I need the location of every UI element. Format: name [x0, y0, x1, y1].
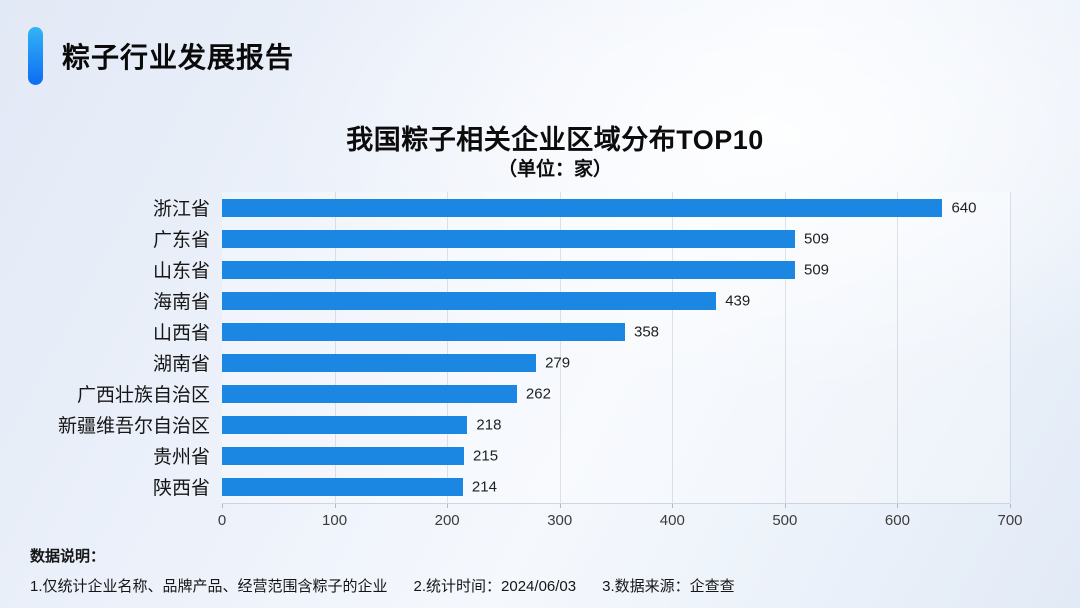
note-item: 1.仅统计企业名称、品牌产品、经营范围含粽子的企业 [30, 578, 388, 595]
category-label: 湖南省 [152, 354, 210, 375]
bar-track: 218 [222, 415, 1010, 434]
value-label: 358 [634, 323, 660, 340]
chart-row: 广东省 509 [30, 223, 1010, 254]
tick-mark [1010, 504, 1011, 508]
bar-track: 509 [222, 260, 1010, 279]
note-item: 2.统计时间：2024/06/03 [413, 578, 577, 595]
tick-mark [222, 504, 223, 508]
bar: 509 [222, 229, 829, 248]
bar-chart: 浙江省 640 广东省 509 山东省 509 海南省 439 山西省 358 湖南省 279 广西壮族… [30, 192, 1023, 535]
value-label: 218 [476, 416, 502, 433]
category-label: 贵州省 [152, 447, 210, 468]
value-label: 215 [473, 447, 499, 464]
gridline [672, 192, 674, 503]
chart-row: 山西省 358 [30, 316, 1010, 347]
value-label: 262 [525, 385, 551, 402]
chart-row: 广西壮族自治区 262 [30, 378, 1010, 409]
bar-track: 509 [222, 229, 1010, 248]
tick-label: 400 [659, 512, 685, 529]
tick-mark [334, 504, 336, 508]
bar: 640 [222, 198, 976, 217]
bar-track: 640 [222, 198, 1010, 217]
bar: 215 [222, 446, 498, 465]
bar-track: 262 [222, 384, 1010, 403]
value-label: 439 [725, 292, 751, 309]
gridline [1010, 192, 1011, 503]
bar-track: 439 [222, 291, 1010, 310]
x-axis: 0 100 200 300 400 500 600 700 [218, 504, 1023, 535]
bar: 358 [222, 322, 659, 341]
tick-label: 700 [997, 512, 1023, 529]
category-label: 山西省 [152, 323, 210, 344]
chart-row: 海南省 439 [30, 285, 1010, 316]
bar: 439 [222, 291, 750, 310]
value-label: 509 [803, 230, 830, 247]
bar-track: 214 [222, 477, 1010, 496]
gridline [784, 192, 786, 503]
bar: 262 [222, 384, 551, 403]
chart-rows: 浙江省 640 广东省 509 山东省 509 海南省 439 山西省 358 湖南省 279 广西壮族… [30, 192, 1010, 502]
value-label: 640 [951, 199, 977, 216]
tick-mark [559, 504, 561, 508]
accent-bar [28, 27, 43, 85]
tick-label: 200 [434, 512, 460, 529]
chart-subtitle: （单位：家） [497, 159, 612, 180]
category-label: 新疆维吾尔自治区 [57, 416, 210, 437]
tick-mark [784, 504, 786, 508]
page-title: 粽子行业发展报告 [62, 42, 295, 73]
tick-mark [897, 504, 899, 508]
tick-mark [447, 504, 449, 508]
bar: 279 [222, 353, 570, 372]
gridline [559, 192, 561, 503]
tick-label: 300 [547, 512, 573, 529]
bar-track: 279 [222, 353, 1010, 372]
tick-label: 0 [217, 512, 227, 529]
category-label: 海南省 [152, 292, 210, 313]
note-item: 3.数据来源：企查查 [602, 578, 735, 595]
value-label: 279 [545, 354, 571, 371]
chart-row: 浙江省 640 [30, 192, 1010, 223]
chart-title: 我国粽子相关企业区域分布TOP10 [346, 125, 764, 155]
value-label: 214 [471, 478, 497, 495]
tick-label: 100 [322, 512, 348, 529]
bar: 509 [222, 260, 829, 279]
gridline [447, 192, 449, 503]
chart-row: 湖南省 279 [30, 347, 1010, 378]
category-label: 广西壮族自治区 [76, 385, 210, 406]
category-label: 山东省 [152, 261, 210, 282]
gridline [897, 192, 899, 503]
tick-label: 500 [772, 512, 798, 529]
bar-track: 215 [222, 446, 1010, 465]
chart-row: 陕西省 214 [30, 471, 1010, 502]
tick-mark [672, 504, 674, 508]
gridline [334, 192, 336, 503]
chart-row: 山东省 509 [30, 254, 1010, 285]
chart-row: 贵州省 215 [30, 440, 1010, 471]
bar: 214 [222, 477, 497, 496]
tick-label: 600 [884, 512, 910, 529]
data-notes-label: 数据说明： [30, 548, 106, 565]
bar: 218 [222, 415, 501, 434]
data-notes: 1.仅统计企业名称、品牌产品、经营范围含粽子的企业 2.统计时间：2024/06/… [30, 575, 735, 596]
category-label: 广东省 [152, 230, 210, 251]
chart-row: 新疆维吾尔自治区 218 [30, 409, 1010, 440]
category-label: 浙江省 [152, 199, 210, 220]
bar-track: 358 [222, 322, 1010, 341]
value-label: 509 [803, 261, 830, 278]
category-label: 陕西省 [152, 478, 210, 499]
